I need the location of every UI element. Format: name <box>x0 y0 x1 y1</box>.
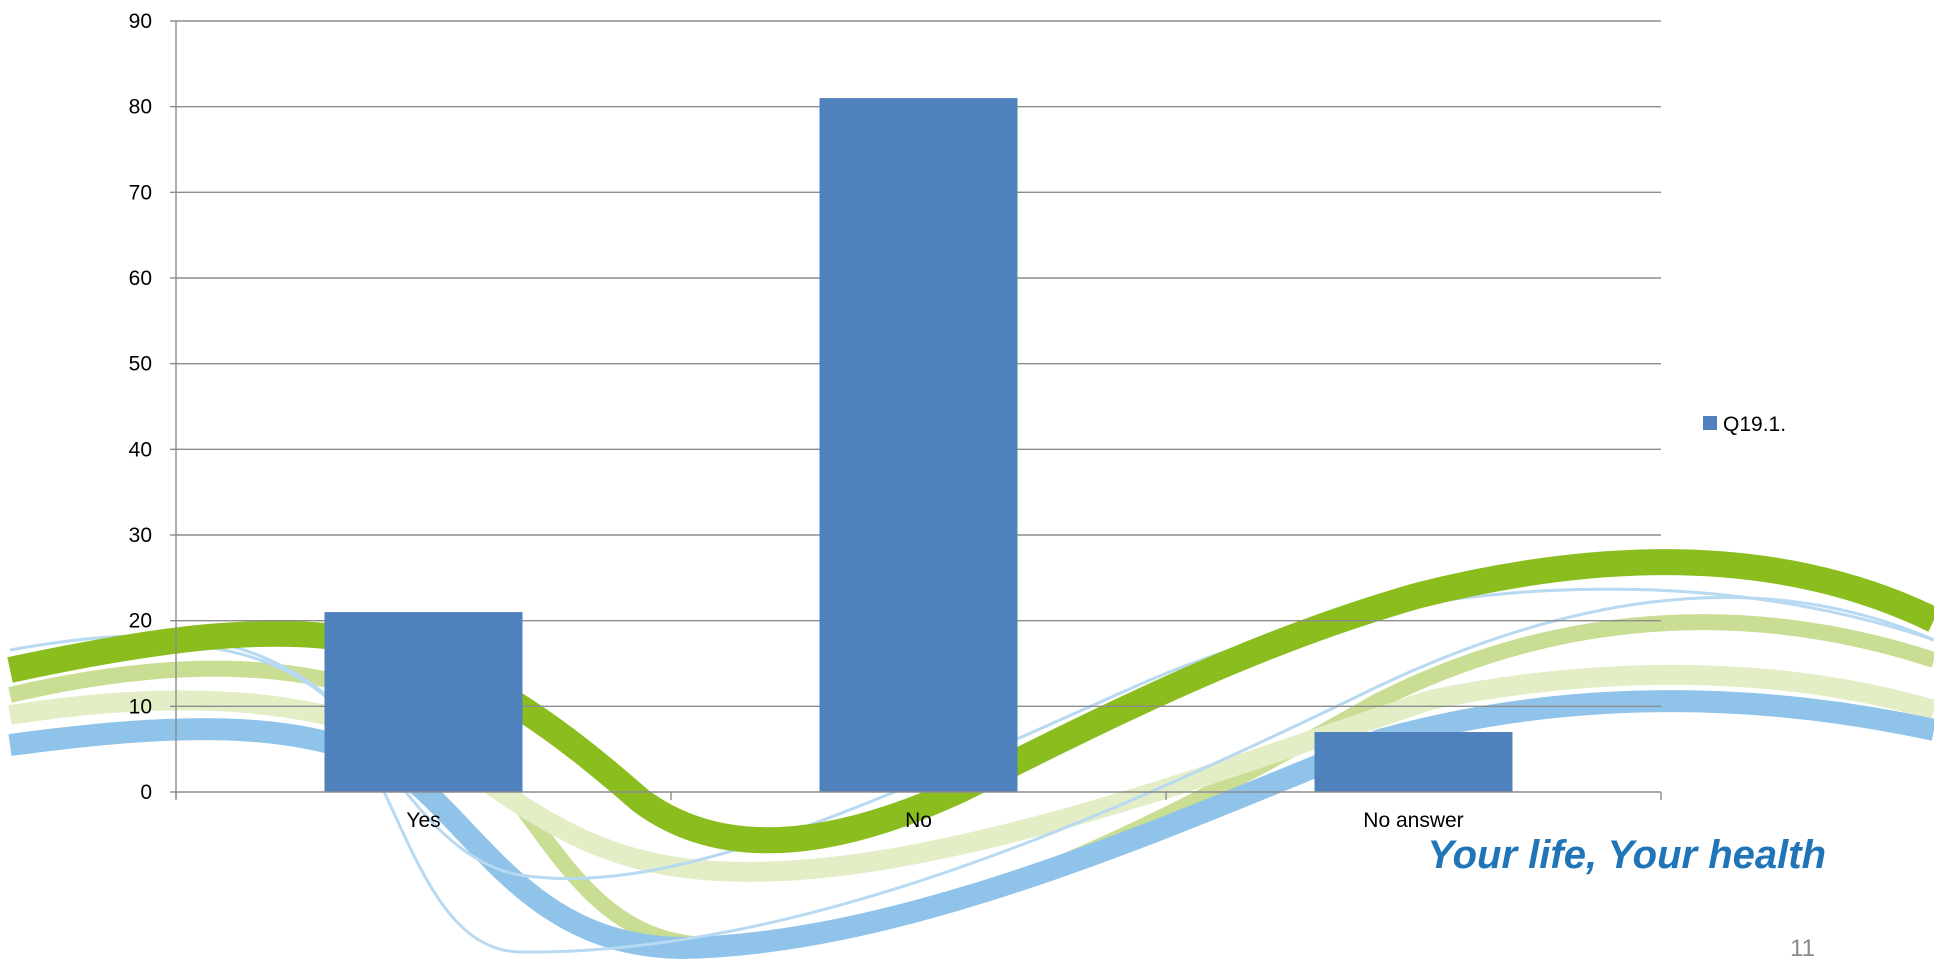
y-axis-tick-labels: 0 10 20 30 40 50 60 70 80 90 <box>129 10 152 804</box>
y-tick-label: 40 <box>129 438 152 461</box>
chart-legend: Q19.1. <box>1703 413 1786 436</box>
y-tick-label: 70 <box>129 181 152 204</box>
chart-axes <box>175 21 1662 800</box>
legend-swatch <box>1703 416 1717 430</box>
y-tick-label: 30 <box>129 524 152 547</box>
y-tick-label: 80 <box>129 96 152 119</box>
x-tick-label: No <box>905 809 932 832</box>
bar-no-answer <box>1314 732 1513 792</box>
y-tick-label: 90 <box>129 10 152 33</box>
y-tick-label: 60 <box>129 267 152 290</box>
y-tick-label: 0 <box>140 781 152 804</box>
bar-yes <box>324 612 523 792</box>
bar-no <box>819 98 1018 793</box>
y-tick-label: 20 <box>129 610 152 633</box>
y-tick-label: 10 <box>129 695 152 718</box>
wave-thin-blue-line <box>9 596 1934 954</box>
x-tick-label: Yes <box>406 809 440 832</box>
x-tick-label: No answer <box>1363 809 1463 832</box>
y-tick-label: 50 <box>129 353 152 376</box>
x-axis-tick-labels: Yes No No answer <box>406 809 1463 832</box>
wave-thin-light-blue-line <box>9 587 1934 881</box>
chart-bars <box>324 98 1513 793</box>
legend-label: Q19.1. <box>1723 413 1786 436</box>
page-number: 11 <box>1790 935 1815 959</box>
slogan-text: Your life, Your health <box>1427 833 1826 877</box>
bar-chart: 0 10 20 30 40 50 60 70 80 90 Yes No No answer Q19.1… <box>129 10 1786 832</box>
